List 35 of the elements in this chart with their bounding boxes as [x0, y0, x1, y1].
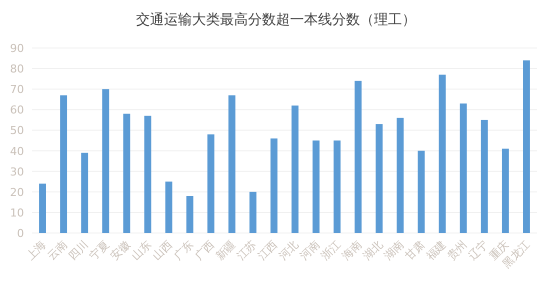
bar [39, 184, 46, 233]
bar [270, 138, 278, 233]
y-tick-label: 30 [10, 165, 24, 178]
y-tick-label: 90 [10, 42, 24, 55]
bar [438, 74, 446, 233]
y-tick-label: 10 [10, 206, 24, 220]
bar [165, 182, 172, 233]
y-tick-label: 80 [10, 62, 24, 76]
chart-title: 交通运输大类最高分数超一本线分数（理工） [136, 12, 416, 28]
bar [334, 140, 341, 233]
bar [460, 104, 467, 233]
bar [292, 106, 298, 233]
bar [312, 140, 320, 233]
bar [123, 114, 130, 233]
y-tick-label: 20 [10, 186, 24, 199]
bar [186, 196, 194, 233]
y-tick-label: 50 [10, 124, 24, 138]
bar [60, 95, 68, 233]
bar [502, 148, 509, 233]
y-tick-label: 70 [10, 83, 24, 96]
y-tick-label: 60 [10, 104, 24, 117]
bar [354, 80, 362, 233]
bar [249, 192, 256, 233]
bar [144, 116, 152, 233]
bar [81, 152, 88, 233]
bar [418, 150, 425, 233]
y-tick-label: 0 [17, 227, 24, 240]
y-tick-label: 40 [10, 144, 24, 158]
bar [480, 120, 488, 233]
bar [102, 89, 110, 233]
bar [207, 134, 214, 233]
bar [228, 95, 236, 233]
bar [396, 118, 404, 233]
bar [376, 124, 383, 233]
bar [523, 60, 530, 233]
